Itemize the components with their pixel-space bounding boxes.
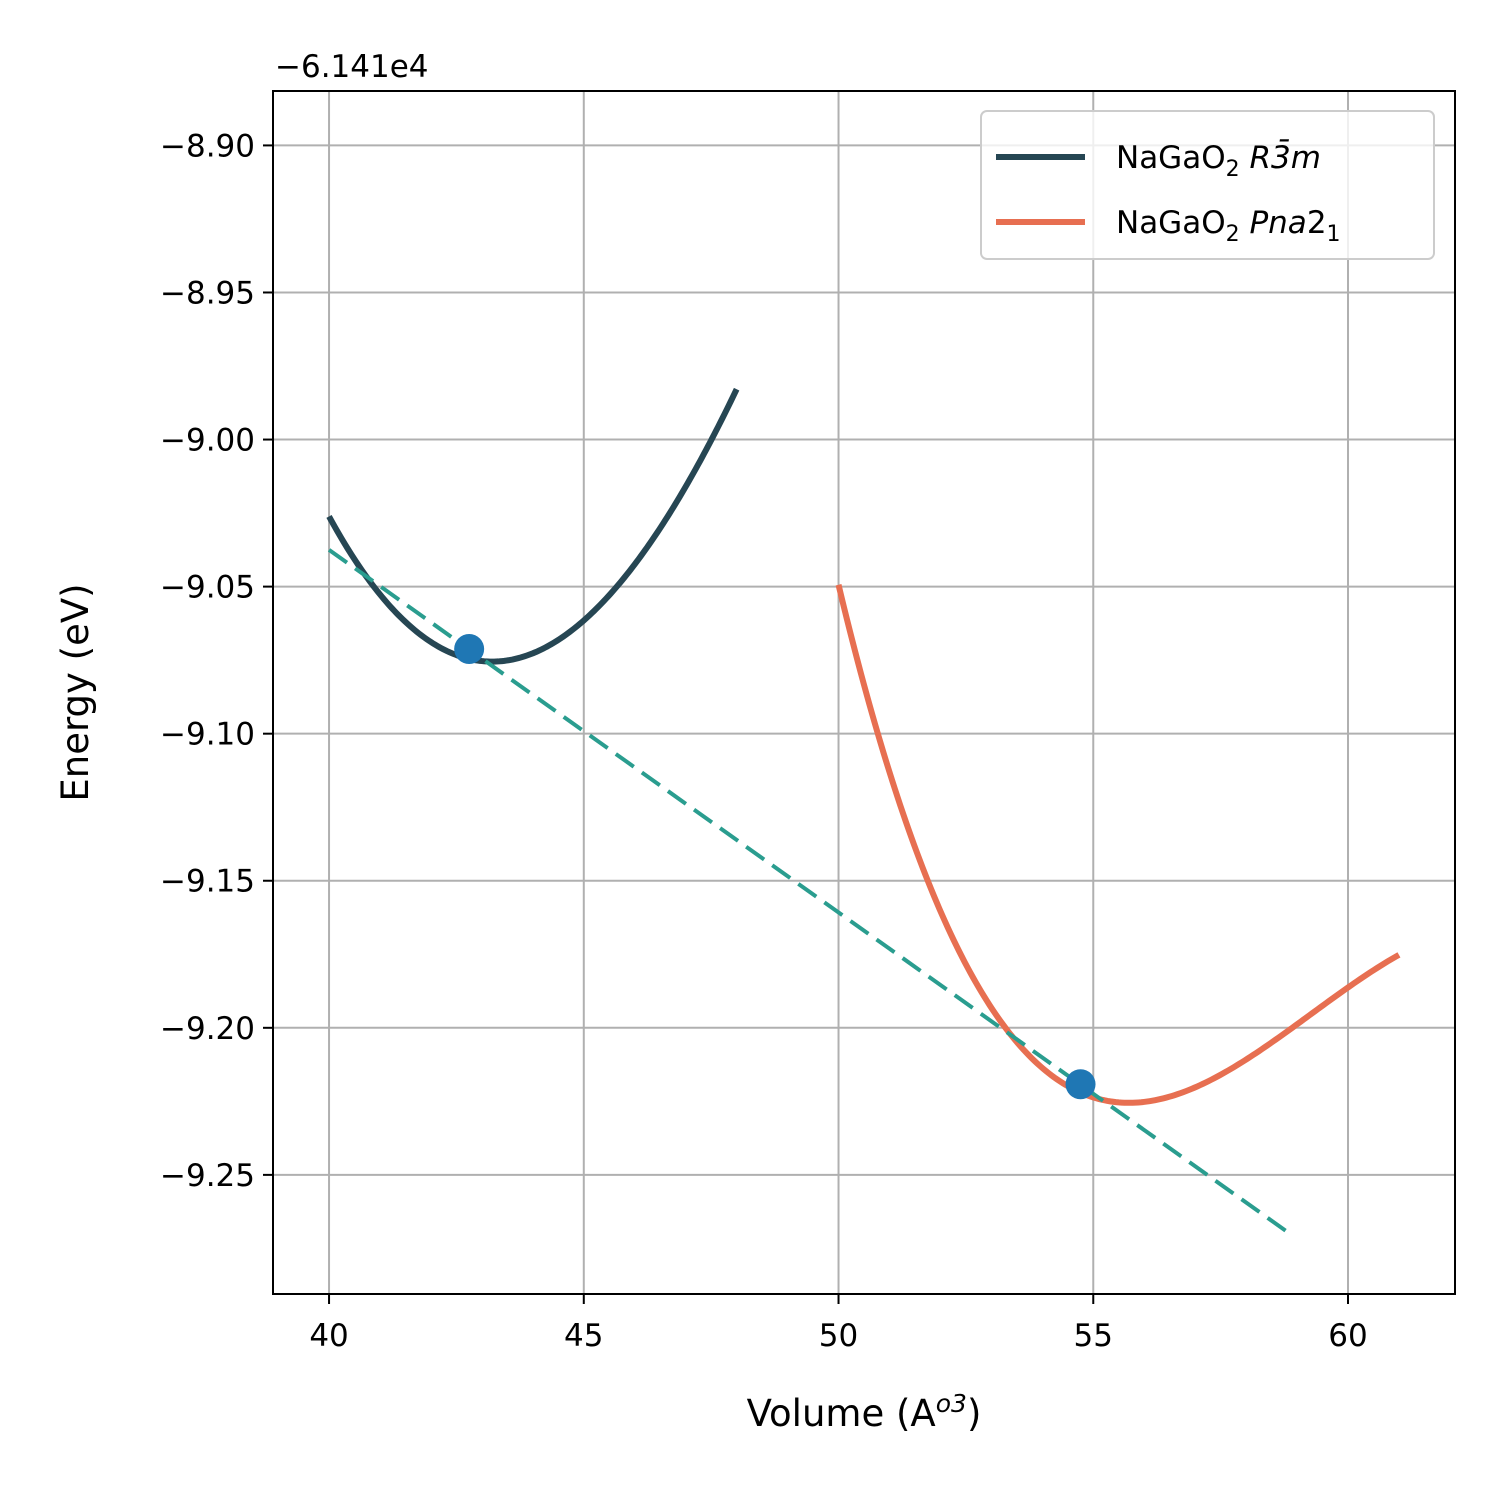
ticks: 40 45 50 55 60 −8.90 −8.95 −9.00 −9.05 −9.10 −9.15…: [160, 128, 1368, 1354]
grid: [273, 91, 1455, 1294]
tangent-line: [327, 548, 1294, 1237]
y-tick-label: −9.00: [160, 423, 255, 459]
legend-box: [980, 110, 1435, 260]
y-tick-label: −8.90: [160, 128, 255, 164]
y-tick-label: −9.20: [160, 1011, 255, 1047]
y-tick-label: −9.05: [160, 570, 255, 606]
plot-frame: [272, 90, 1456, 1295]
x-tick-label: 60: [1328, 1318, 1367, 1354]
x-tick-label: 55: [1074, 1318, 1113, 1354]
series-layer: [326, 387, 1401, 1237]
legend-label-1: NaGaO2 R3̄m: [1116, 139, 1321, 182]
series-line-2: [835, 584, 1401, 1106]
y-offset-label: −6.141e4: [275, 49, 429, 85]
x-tick-label: 40: [309, 1318, 348, 1354]
y-tick-label: −8.95: [160, 275, 255, 311]
x-axis-label: Volume (Ao3): [747, 1389, 982, 1435]
y-axis-label: Energy (eV): [54, 583, 97, 801]
legend: NaGaO2 R3̄m NaGaO2 Pna21: [980, 110, 1435, 260]
x-tick-label: 45: [564, 1318, 603, 1354]
tangent-point: [454, 633, 485, 664]
y-tick-label: −9.10: [160, 717, 255, 753]
series-line-1: [326, 387, 740, 665]
y-tick-label: −9.15: [160, 864, 255, 900]
x-tick-label: 50: [819, 1318, 858, 1354]
y-tick-label: −9.25: [160, 1158, 255, 1194]
tangent-point: [1065, 1069, 1096, 1100]
legend-label-2: NaGaO2 Pna21: [1116, 205, 1341, 247]
